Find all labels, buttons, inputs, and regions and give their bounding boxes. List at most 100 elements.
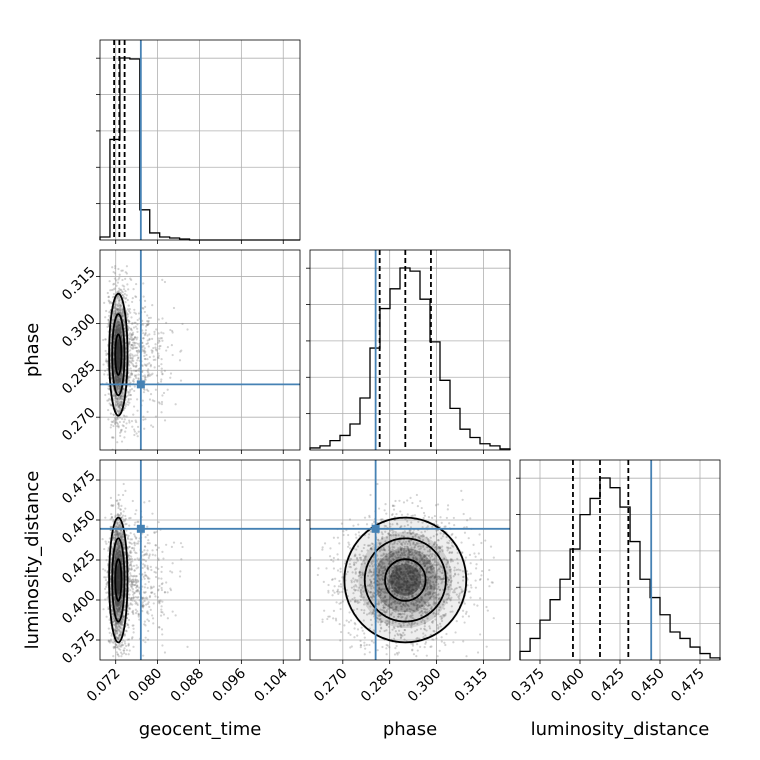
- sample-point: [115, 326, 118, 329]
- sample-point: [146, 525, 149, 528]
- sample-point: [119, 306, 122, 309]
- sample-point: [179, 350, 182, 353]
- sample-point: [146, 597, 149, 600]
- sample-point: [150, 349, 153, 352]
- sample-point: [115, 379, 118, 383]
- sample-point: [129, 277, 132, 280]
- sample-point: [161, 372, 164, 375]
- sample-point: [118, 353, 121, 356]
- sample-point: [154, 595, 157, 598]
- sample-point: [170, 344, 173, 347]
- sample-point: [105, 359, 108, 363]
- sample-point: [132, 627, 135, 630]
- sample-point: [118, 571, 121, 574]
- sample-point: [116, 365, 120, 368]
- sample-point: [133, 389, 136, 393]
- sample-point: [331, 594, 334, 597]
- sample-point: [114, 556, 117, 559]
- sample-point: [110, 403, 113, 406]
- sample-point: [129, 360, 132, 364]
- sample-point: [113, 307, 116, 310]
- sample-point: [115, 329, 118, 332]
- sample-point: [115, 375, 119, 378]
- sample-point: [154, 348, 158, 351]
- sample-point: [114, 379, 117, 382]
- sample-point: [114, 376, 118, 379]
- sample-point: [132, 326, 136, 329]
- histogram-phase-panel: [306, 249, 511, 454]
- sample-point: [118, 356, 121, 359]
- sample-point: [111, 608, 114, 612]
- sample-point: [120, 530, 123, 533]
- sample-point: [127, 333, 130, 336]
- sample-point: [117, 506, 120, 510]
- sample-point: [144, 378, 147, 382]
- sample-point: [119, 407, 122, 410]
- sample-point: [118, 461, 120, 463]
- sample-point: [108, 537, 111, 540]
- sample-point: [151, 591, 154, 594]
- sample-point: [118, 376, 121, 379]
- sample-point: [114, 629, 117, 632]
- sample-point: [126, 308, 130, 311]
- sample-point: [108, 631, 111, 634]
- sample-point: [128, 541, 131, 544]
- sample-point: [120, 308, 123, 311]
- histogram-bars: [99, 57, 300, 241]
- sample-point: [112, 312, 115, 315]
- sample-point: [150, 591, 153, 594]
- sample-point: [125, 644, 128, 648]
- sample-point: [133, 535, 137, 538]
- sample-point: [116, 601, 119, 604]
- sample-point: [117, 357, 120, 360]
- sample-point: [129, 583, 132, 586]
- sample-point: [121, 313, 124, 316]
- sample-point: [119, 380, 122, 383]
- sample-point: [115, 603, 118, 607]
- sample-point: [146, 323, 149, 326]
- sample-point: [161, 644, 164, 647]
- sample-point: [118, 553, 121, 556]
- panel-content: [100, 250, 300, 463]
- sample-point: [128, 320, 131, 324]
- sample-point: [143, 378, 146, 381]
- sample-point: [118, 343, 121, 346]
- sample-point: [115, 601, 118, 604]
- sample-point: [116, 553, 119, 556]
- sample-point: [118, 575, 121, 578]
- sample-point: [117, 375, 120, 378]
- sample-point: [117, 575, 120, 578]
- sample-point: [119, 622, 122, 626]
- sample-point: [129, 572, 132, 575]
- sample-point: [114, 307, 118, 311]
- sample-point: [131, 609, 135, 612]
- density-shade: [115, 339, 121, 371]
- sample-point: [112, 580, 115, 583]
- sample-point: [116, 582, 119, 586]
- sample-point: [120, 535, 123, 538]
- sample-point: [130, 334, 133, 337]
- sample-point: [152, 622, 155, 625]
- sample-point: [132, 380, 135, 383]
- sample-point: [119, 633, 122, 636]
- sample-point: [119, 553, 123, 557]
- sample-point: [106, 362, 109, 365]
- sample-point: [116, 589, 119, 592]
- sample-point: [136, 603, 139, 607]
- sample-point: [123, 292, 126, 296]
- sample-point: [132, 338, 135, 341]
- sample-point: [131, 300, 134, 304]
- sample-point: [124, 578, 128, 581]
- sample-point: [116, 555, 119, 558]
- sample-point: [127, 613, 130, 616]
- sample-point: [125, 460, 127, 462]
- sample-point: [117, 368, 120, 371]
- sample-point: [135, 574, 138, 578]
- sample-point: [117, 347, 121, 350]
- sample-point: [118, 582, 121, 585]
- sample-point: [115, 331, 118, 334]
- sample-point: [122, 543, 125, 547]
- sample-point: [119, 304, 122, 307]
- sample-point: [120, 309, 124, 312]
- sample-point: [118, 546, 121, 549]
